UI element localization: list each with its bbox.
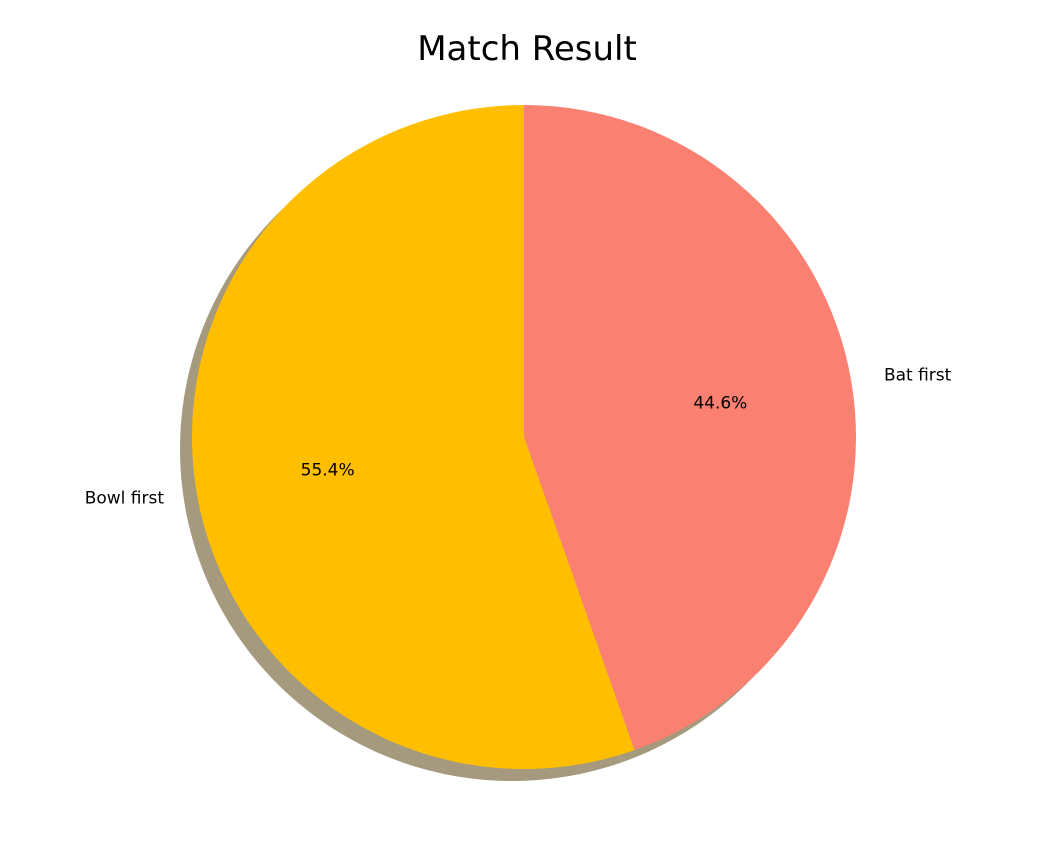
slice-pct-label-bowl-first: 55.4%: [301, 461, 355, 481]
slice-bowl-first: [191, 105, 635, 769]
slice-pct-label-bat-first: 44.6%: [693, 393, 747, 413]
slice-label-bowl-first: Bowl first: [85, 489, 165, 509]
slice-label-bat-first: Bat first: [884, 365, 952, 385]
slice-bat-first: [524, 105, 856, 751]
chart-title: Match Result: [417, 29, 637, 69]
pie-slices: [191, 105, 856, 769]
pie-labels: Bat first 44.6% Bowl first 55.4%: [85, 365, 952, 508]
